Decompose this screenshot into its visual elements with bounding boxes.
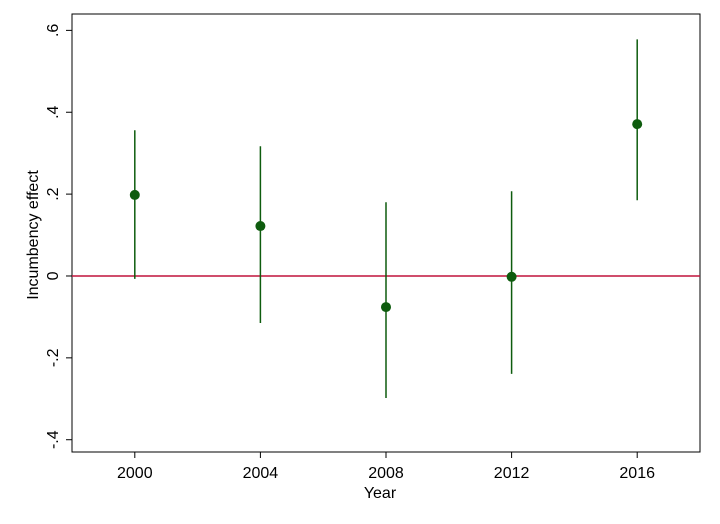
x-tick-label: 2004 [243, 465, 279, 482]
x-axis-label: Year [364, 485, 397, 502]
point [632, 119, 643, 130]
y-tick-label: .4 [45, 105, 62, 118]
x-tick-label: 2012 [494, 465, 530, 482]
y-tick-label: 0 [45, 271, 62, 280]
y-tick-label: .2 [45, 187, 62, 200]
y-tick-label: -.4 [45, 430, 62, 449]
x-tick-label: 2016 [619, 465, 655, 482]
point [506, 271, 517, 282]
x-tick-label: 2008 [368, 465, 404, 482]
y-tick-label: -.2 [45, 348, 62, 367]
point [255, 221, 266, 232]
y-axis-label: Incumbency effect [25, 170, 42, 300]
x-tick-label: 2000 [117, 465, 153, 482]
point [381, 302, 391, 313]
point [129, 189, 140, 200]
y-tick-label: .6 [45, 24, 62, 37]
